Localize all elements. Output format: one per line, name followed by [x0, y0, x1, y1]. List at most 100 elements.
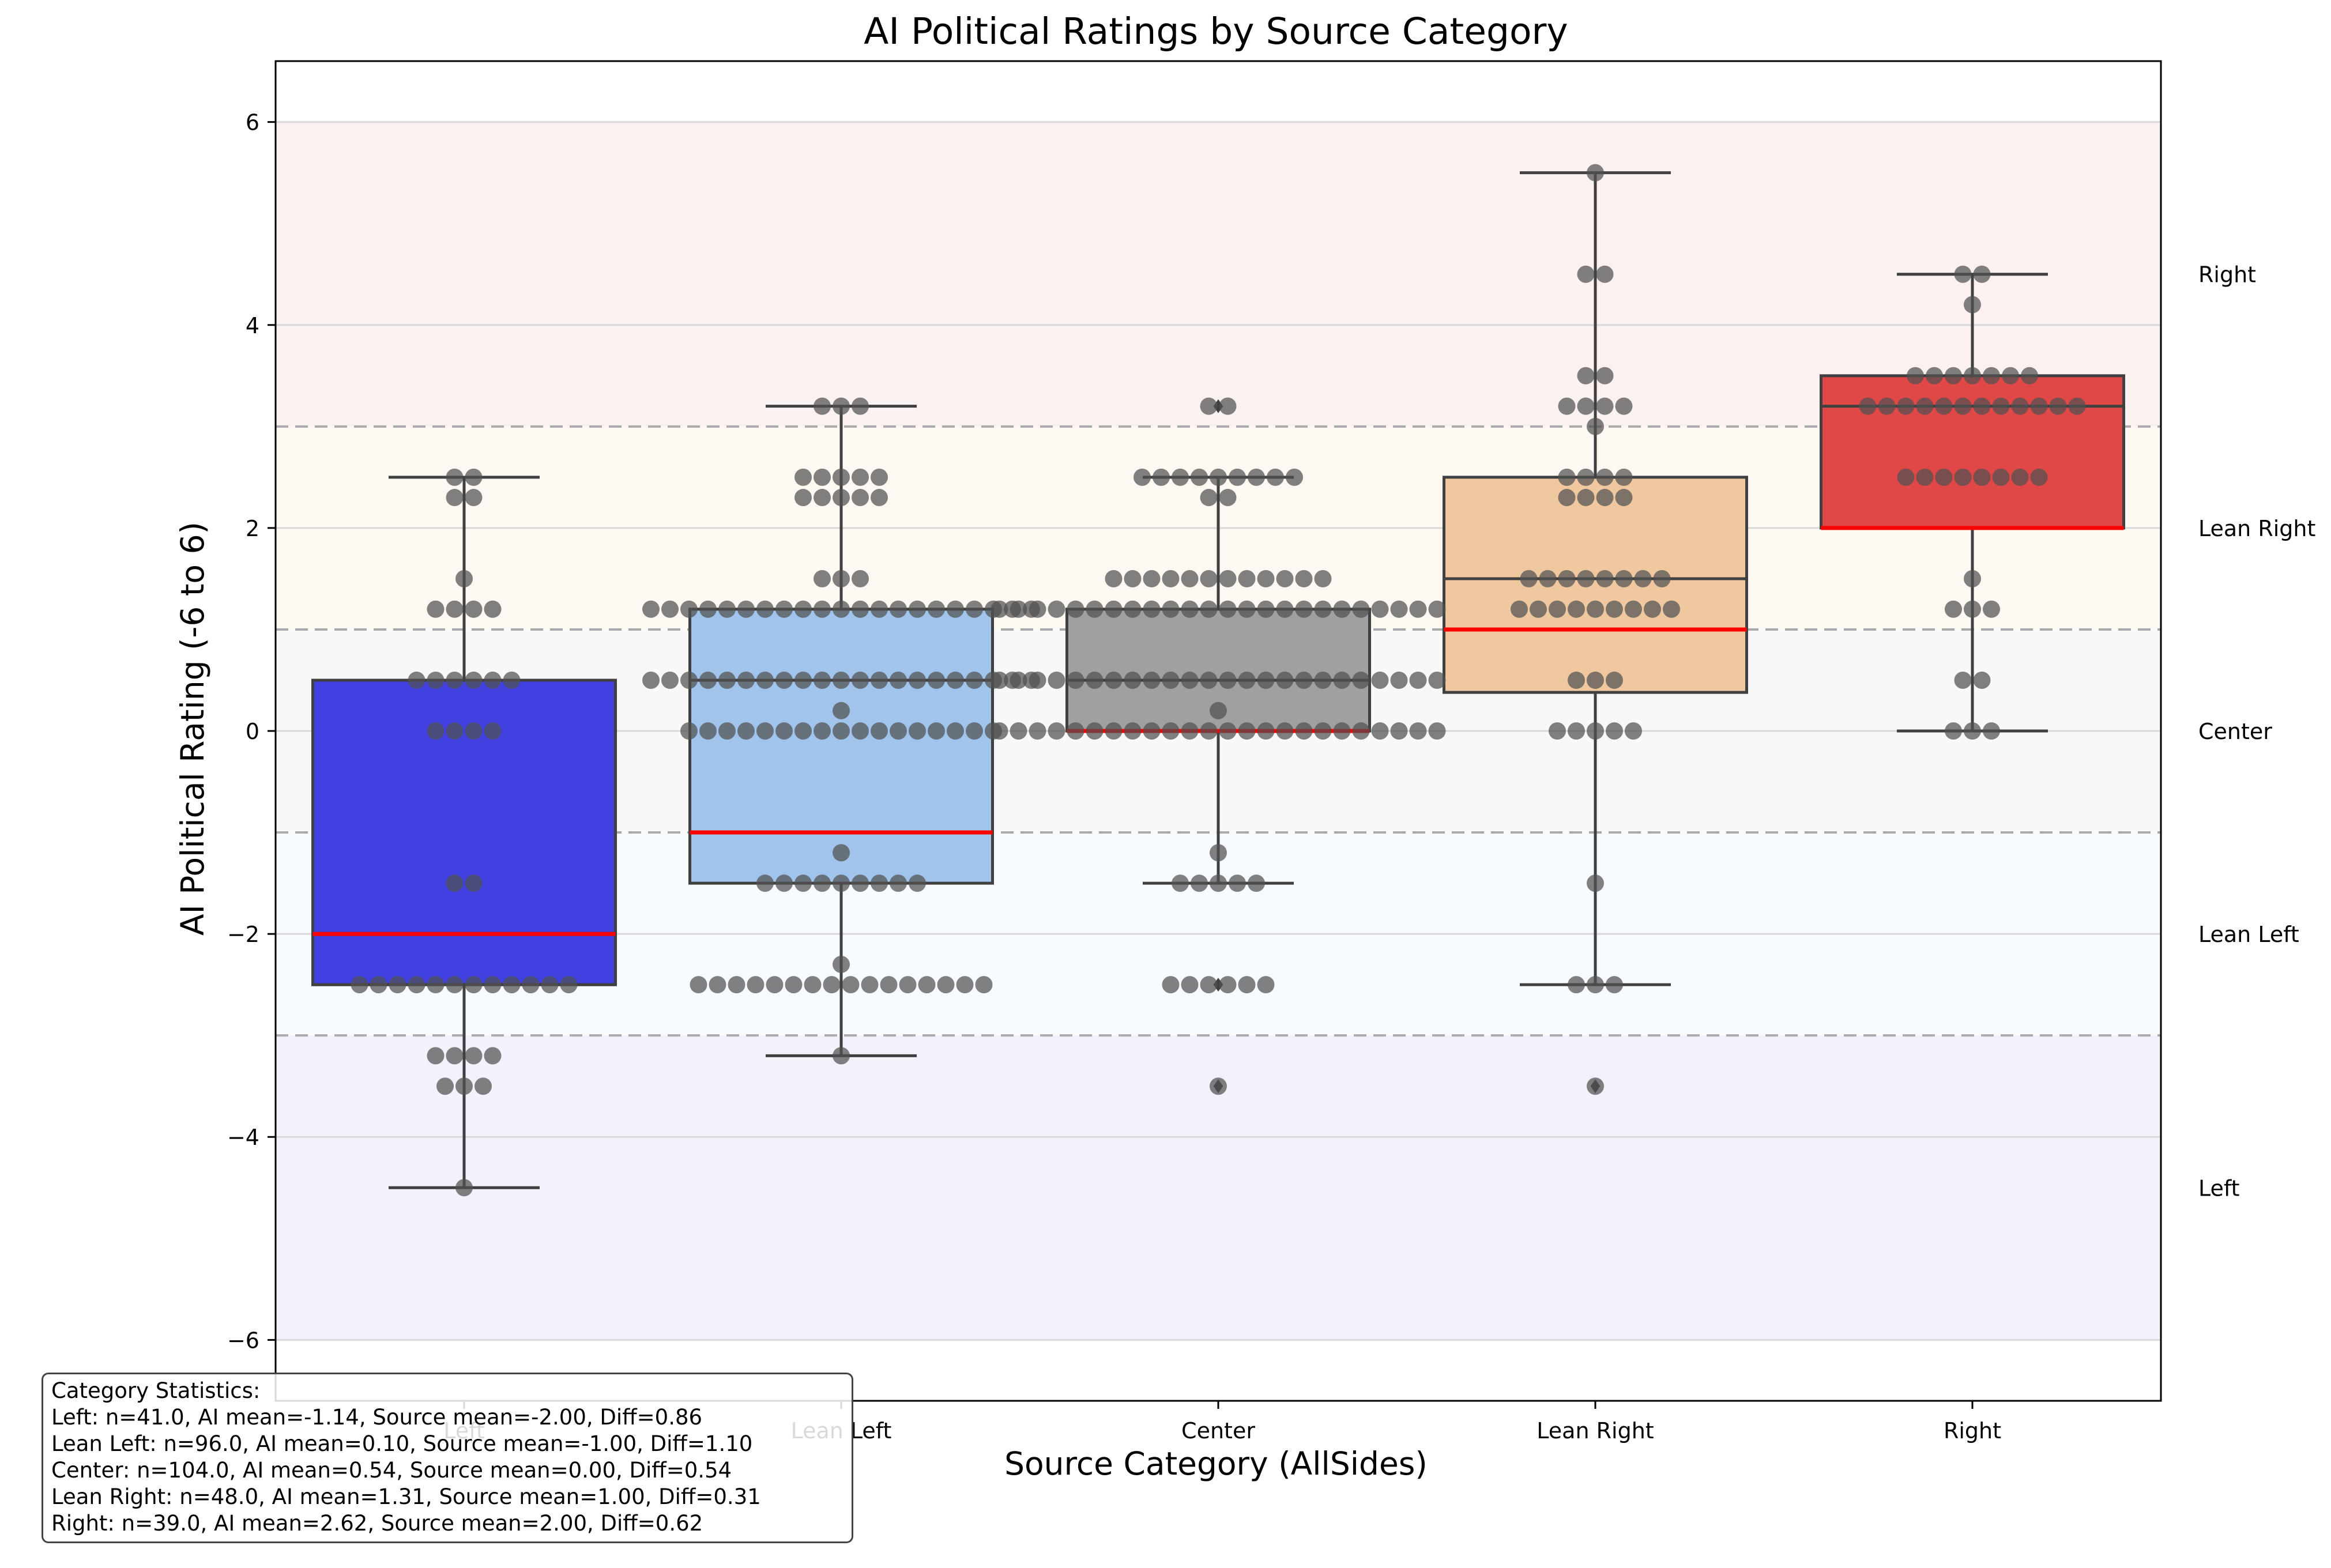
- point-right-29: [2030, 468, 2048, 486]
- point-right-38: [1983, 722, 2000, 740]
- point-center-15: [1143, 570, 1161, 587]
- point-lean-left-89: [728, 976, 745, 994]
- point-center-103: [1248, 875, 1265, 892]
- point-right-37: [1964, 722, 1981, 740]
- statistics-line-center: Center: n=104.0, AI mean=0.54, Source me…: [51, 1458, 732, 1483]
- point-center-70: [1390, 671, 1408, 689]
- point-lean-right-45: [1587, 976, 1604, 994]
- point-lean-left-12: [871, 489, 888, 507]
- chart-title: AI Political Ratings by Source Category: [864, 10, 1568, 52]
- point-center-41: [1295, 600, 1313, 618]
- point-lean-left-68: [852, 722, 869, 740]
- point-lean-left-15: [852, 570, 869, 587]
- point-left-38: [455, 1077, 473, 1095]
- point-lean-left-33: [966, 600, 983, 618]
- point-right-1: [1973, 265, 1991, 283]
- point-lean-left-67: [833, 722, 850, 740]
- point-center-25: [991, 600, 1008, 618]
- point-left-32: [560, 976, 578, 994]
- point-lean-left-80: [814, 875, 831, 892]
- band-label-left: Left: [2198, 1175, 2240, 1201]
- y-tick-label-1: 4: [246, 313, 259, 338]
- point-lean-left-52: [928, 671, 945, 689]
- point-lean-left-4: [814, 468, 831, 486]
- point-lean-right-15: [1577, 489, 1595, 507]
- point-center-23: [1295, 570, 1313, 587]
- point-right-17: [1992, 397, 2010, 415]
- point-lean-left-59: [680, 722, 698, 740]
- y-tick-label-3: 0: [246, 719, 259, 744]
- band-label-lean-right: Lean Right: [2198, 516, 2315, 541]
- point-left-19: [446, 875, 464, 892]
- point-lean-left-79: [794, 875, 812, 892]
- point-lean-left-90: [747, 976, 765, 994]
- point-lean-left-48: [852, 671, 869, 689]
- point-center-73: [1210, 702, 1227, 719]
- point-right-0: [1954, 265, 1972, 283]
- point-lean-right-42: [1625, 722, 1642, 740]
- point-right-13: [1916, 397, 1934, 415]
- point-right-20: [2049, 397, 2067, 415]
- point-center-45: [1371, 600, 1389, 618]
- point-center-31: [1105, 600, 1123, 618]
- point-center-11: [1200, 489, 1218, 507]
- point-center-48: [1428, 600, 1446, 618]
- point-center-64: [1276, 671, 1294, 689]
- point-lean-left-40: [699, 671, 717, 689]
- point-left-3: [465, 489, 483, 507]
- point-right-35: [1973, 671, 1991, 689]
- point-center-66: [1314, 671, 1332, 689]
- point-center-26: [1010, 600, 1027, 618]
- point-center-38: [1238, 600, 1256, 618]
- point-lean-right-21: [1577, 570, 1595, 587]
- point-lean-right-25: [1653, 570, 1671, 587]
- point-left-11: [446, 671, 464, 689]
- point-center-34: [1162, 600, 1180, 618]
- point-center-16: [1162, 570, 1180, 587]
- point-center-86: [1219, 722, 1237, 740]
- point-lean-right-12: [1596, 468, 1614, 486]
- point-lean-right-30: [1587, 600, 1604, 618]
- point-lean-right-6: [1577, 397, 1595, 415]
- point-lean-right-20: [1558, 570, 1576, 587]
- point-lean-right-3: [1577, 367, 1595, 385]
- point-lean-right-23: [1615, 570, 1633, 587]
- point-left-24: [408, 976, 425, 994]
- point-left-34: [446, 1047, 464, 1065]
- point-lean-left-31: [928, 600, 945, 618]
- statistics-line-right: Right: n=39.0, AI mean=2.62, Source mean…: [51, 1511, 703, 1536]
- point-center-53: [1067, 671, 1084, 689]
- point-center-17: [1181, 570, 1199, 587]
- point-lean-left-98: [899, 976, 917, 994]
- point-left-30: [522, 976, 540, 994]
- point-center-20: [1238, 570, 1256, 587]
- point-lean-left-10: [833, 489, 850, 507]
- point-left-13: [484, 671, 502, 689]
- point-lean-left-19: [699, 600, 717, 618]
- point-left-1: [465, 468, 483, 486]
- point-lean-left-60: [699, 722, 717, 740]
- point-left-18: [484, 722, 502, 740]
- point-center-105: [1181, 976, 1199, 994]
- point-left-39: [475, 1077, 492, 1095]
- point-lean-left-27: [852, 600, 869, 618]
- point-right-11: [1878, 397, 1896, 415]
- point-lean-left-100: [937, 976, 955, 994]
- point-left-28: [484, 976, 502, 994]
- point-lean-right-41: [1606, 722, 1623, 740]
- point-left-20: [465, 875, 483, 892]
- point-lean-right-7: [1596, 397, 1614, 415]
- point-right-21: [2068, 397, 2086, 415]
- point-lean-left-54: [966, 671, 983, 689]
- point-left-16: [446, 722, 464, 740]
- point-lean-left-50: [890, 671, 907, 689]
- point-lean-left-83: [871, 875, 888, 892]
- point-lean-right-29: [1568, 600, 1585, 618]
- point-left-9: [408, 671, 425, 689]
- point-center-32: [1124, 600, 1142, 618]
- point-center-75: [1010, 722, 1027, 740]
- point-center-13: [1105, 570, 1123, 587]
- point-lean-left-30: [909, 600, 926, 618]
- band-label-lean-left: Lean Left: [2198, 922, 2299, 947]
- point-center-92: [1333, 722, 1351, 740]
